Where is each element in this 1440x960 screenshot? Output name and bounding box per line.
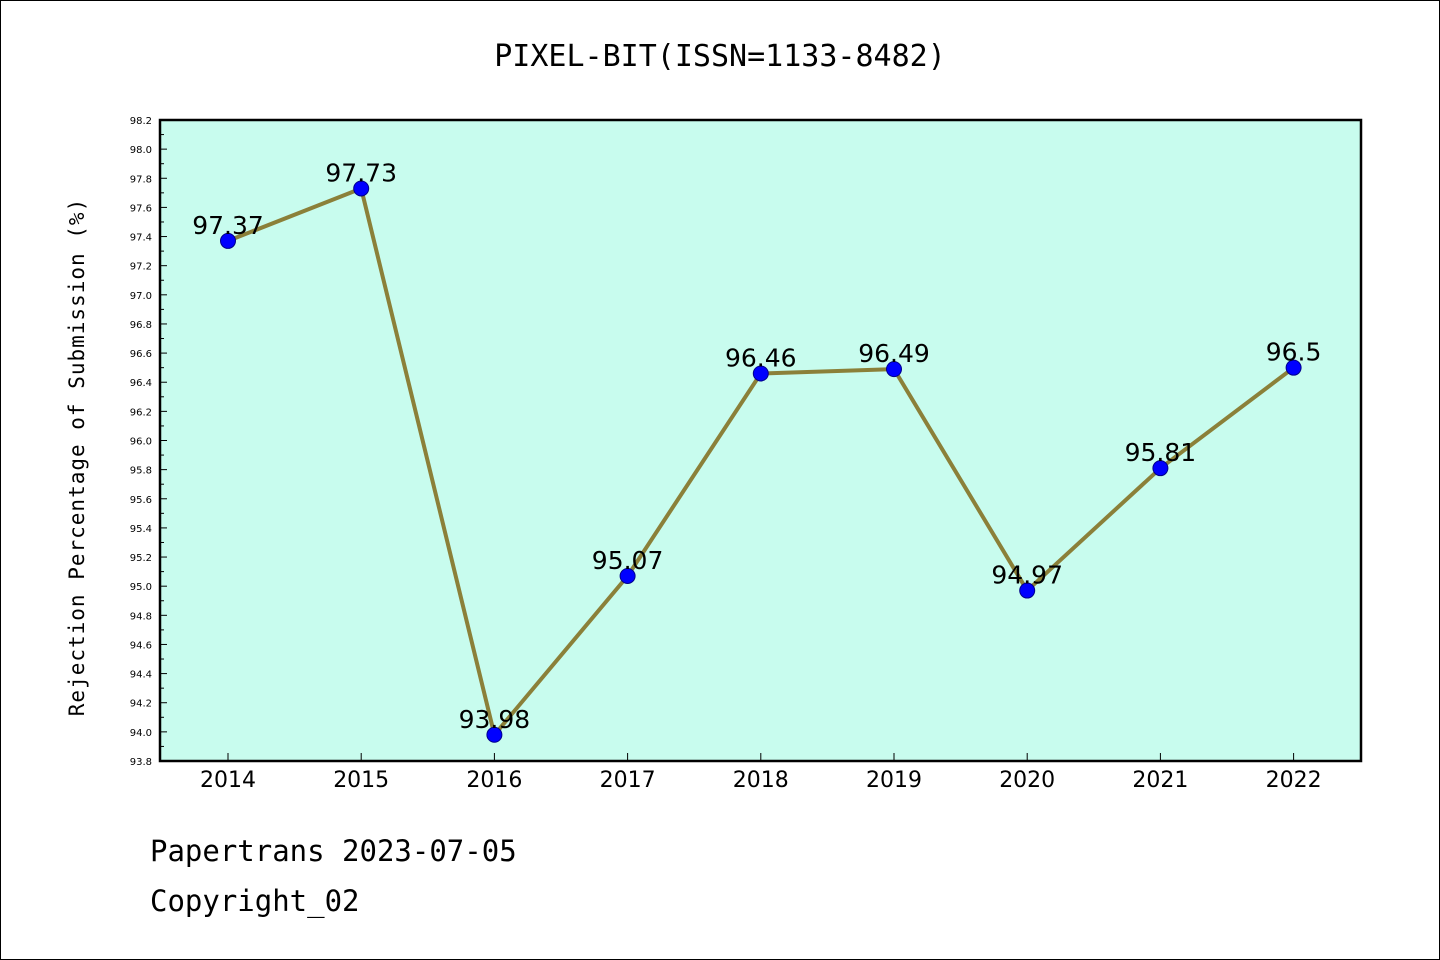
y-tick-label: 97.8 <box>130 174 152 185</box>
x-tick-label: 2022 <box>1266 768 1322 793</box>
plot-area <box>158 118 1363 763</box>
y-tick-label: 94.6 <box>130 640 152 651</box>
y-tick-label: 95.4 <box>130 524 152 535</box>
y-tick-label: 98.2 <box>130 116 152 127</box>
data-point <box>752 365 769 382</box>
x-axis: 2014 2015 2016 2017 2018 2019 2020 2021 2022 <box>200 753 1322 793</box>
x-tick-label: 2017 <box>600 768 656 793</box>
y-tick-label: 96.4 <box>130 378 152 389</box>
data-label: 96.5 <box>1266 338 1322 367</box>
data-label: 93.98 <box>459 705 531 734</box>
y-tick-label: 94.8 <box>130 611 152 622</box>
y-axis-label: Rejection Percentage of Submission (%) <box>65 198 89 716</box>
y-tick-label: 93.8 <box>130 757 152 768</box>
y-tick-label: 96.8 <box>130 320 152 331</box>
chart-title: PIXEL-BIT(ISSN=1133-8482) <box>494 39 946 74</box>
data-label: 94.97 <box>991 561 1063 590</box>
y-tick-label: 96.0 <box>130 437 152 448</box>
data-label: 95.81 <box>1125 438 1197 467</box>
data-point <box>1152 460 1169 477</box>
data-label: 96.46 <box>725 343 797 372</box>
x-tick-label: 2014 <box>200 768 256 793</box>
data-point <box>486 726 503 743</box>
data-point <box>619 567 636 584</box>
y-tick-label: 97.2 <box>130 262 152 273</box>
x-tick-label: 2021 <box>1132 768 1188 793</box>
x-tick-label: 2019 <box>866 768 922 793</box>
data-label: 96.49 <box>858 339 930 368</box>
data-point <box>886 361 902 378</box>
data-label: 97.73 <box>325 158 397 187</box>
y-tick-label: 96.6 <box>130 349 152 360</box>
data-markers <box>220 180 1302 743</box>
data-point <box>1019 582 1036 599</box>
y-tick-label: 97.6 <box>130 203 152 214</box>
data-labels: 97.37 97.73 93.98 95.07 96.46 96.49 94.97 95.81… <box>192 158 1321 733</box>
y-tick-label: 97.0 <box>130 291 152 302</box>
data-point <box>353 180 370 197</box>
data-label: 95.07 <box>592 546 664 575</box>
y-axis: 93.8 94.0 94.2 94.4 94.6 94.8 95.0 95.2 95.4 95.6… <box>130 116 167 768</box>
x-tick-label: 2020 <box>999 768 1055 793</box>
y-tick-label: 95.6 <box>130 495 152 506</box>
x-tick-label: 2015 <box>333 768 389 793</box>
footer-date: Papertrans 2023-07-05 <box>150 834 517 868</box>
footer-copyright: Copyright_02 <box>150 884 360 918</box>
y-tick-label: 94.4 <box>130 670 152 681</box>
y-tick-label: 94.2 <box>130 699 152 710</box>
x-tick-label: 2018 <box>733 768 789 793</box>
y-tick-label: 97.4 <box>130 233 152 244</box>
y-tick-label: 95.2 <box>130 553 152 564</box>
data-point <box>220 232 236 249</box>
y-tick-label: 96.2 <box>130 407 152 418</box>
y-tick-label: 98.0 <box>130 145 152 156</box>
x-tick-label: 2016 <box>466 768 522 793</box>
y-tick-label: 95.0 <box>130 582 152 593</box>
y-tick-label: 95.8 <box>130 466 152 477</box>
y-tick-label: 94.0 <box>130 728 152 739</box>
data-label: 97.37 <box>192 211 264 240</box>
data-point <box>1285 359 1302 376</box>
